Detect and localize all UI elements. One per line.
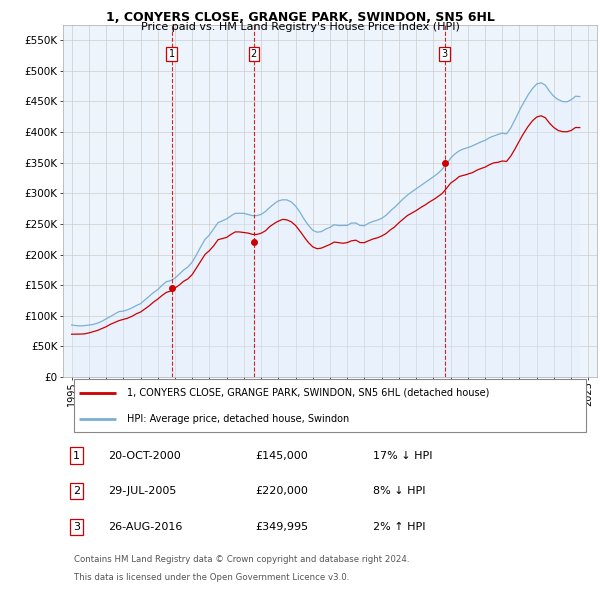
Text: 1: 1 xyxy=(73,451,80,461)
Text: 1, CONYERS CLOSE, GRANGE PARK, SWINDON, SN5 6HL: 1, CONYERS CLOSE, GRANGE PARK, SWINDON, … xyxy=(106,11,494,24)
Text: 29-JUL-2005: 29-JUL-2005 xyxy=(109,486,177,496)
Text: £220,000: £220,000 xyxy=(255,486,308,496)
Text: £145,000: £145,000 xyxy=(255,451,308,461)
Text: 2% ↑ HPI: 2% ↑ HPI xyxy=(373,522,425,532)
Text: 1, CONYERS CLOSE, GRANGE PARK, SWINDON, SN5 6HL (detached house): 1, CONYERS CLOSE, GRANGE PARK, SWINDON, … xyxy=(127,388,490,398)
Text: £349,995: £349,995 xyxy=(255,522,308,532)
Text: 3: 3 xyxy=(73,522,80,532)
Text: 8% ↓ HPI: 8% ↓ HPI xyxy=(373,486,425,496)
Text: 2: 2 xyxy=(251,49,257,59)
Text: 3: 3 xyxy=(442,49,448,59)
Text: Contains HM Land Registry data © Crown copyright and database right 2024.: Contains HM Land Registry data © Crown c… xyxy=(74,555,409,564)
Text: HPI: Average price, detached house, Swindon: HPI: Average price, detached house, Swin… xyxy=(127,414,349,424)
Text: 26-AUG-2016: 26-AUG-2016 xyxy=(109,522,183,532)
Text: Price paid vs. HM Land Registry's House Price Index (HPI): Price paid vs. HM Land Registry's House … xyxy=(140,22,460,32)
Text: This data is licensed under the Open Government Licence v3.0.: This data is licensed under the Open Gov… xyxy=(74,573,349,582)
Text: 20-OCT-2000: 20-OCT-2000 xyxy=(109,451,181,461)
Text: 17% ↓ HPI: 17% ↓ HPI xyxy=(373,451,432,461)
Text: 2: 2 xyxy=(73,486,80,496)
FancyBboxPatch shape xyxy=(74,379,586,432)
Text: 1: 1 xyxy=(169,49,175,59)
